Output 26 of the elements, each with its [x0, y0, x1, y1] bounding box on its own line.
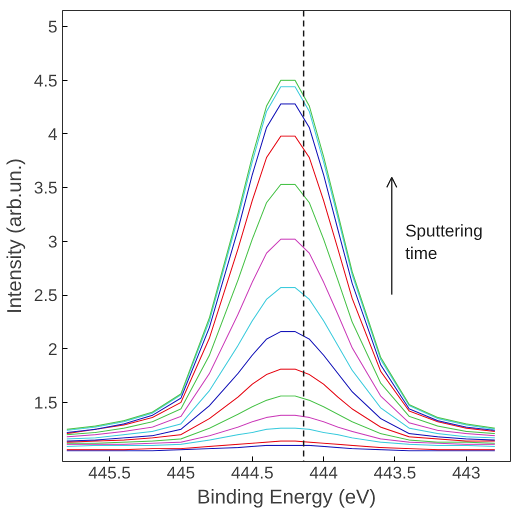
line-series [66, 368, 496, 443]
x-tick-label: 445.5 [88, 464, 131, 482]
x-tick-label: 444.5 [230, 464, 274, 482]
line-series [66, 184, 496, 436]
annotation: Sputtering time [405, 221, 483, 264]
line-series [66, 395, 496, 444]
y-tick-label: 4.5 [34, 71, 58, 90]
y-tick-label: 5 [48, 18, 58, 37]
x-axis-title: Binding Energy (eV) [197, 486, 376, 508]
y-tick-label: 4 [48, 124, 58, 144]
y-tick-label: 2 [48, 340, 58, 359]
y-tick-label: 2.5 [34, 286, 58, 306]
x-tick-label: 445 [166, 464, 196, 482]
y-axis-title: Intensity (arb.un.) [4, 158, 26, 314]
x-tick-label: 443.5 [374, 464, 416, 482]
y-tick-label: 1.5 [34, 393, 58, 412]
line-series [66, 440, 496, 450]
line-series [66, 286, 496, 440]
line-series [66, 238, 496, 438]
y-tick-label: 3 [48, 232, 58, 252]
line-series [66, 414, 496, 445]
y-tick-label: 3.5 [34, 178, 58, 198]
line-series [66, 331, 496, 442]
x-tick-label: 443 [452, 464, 480, 482]
line-series [66, 428, 496, 448]
x-tick-label: 444 [309, 464, 338, 482]
